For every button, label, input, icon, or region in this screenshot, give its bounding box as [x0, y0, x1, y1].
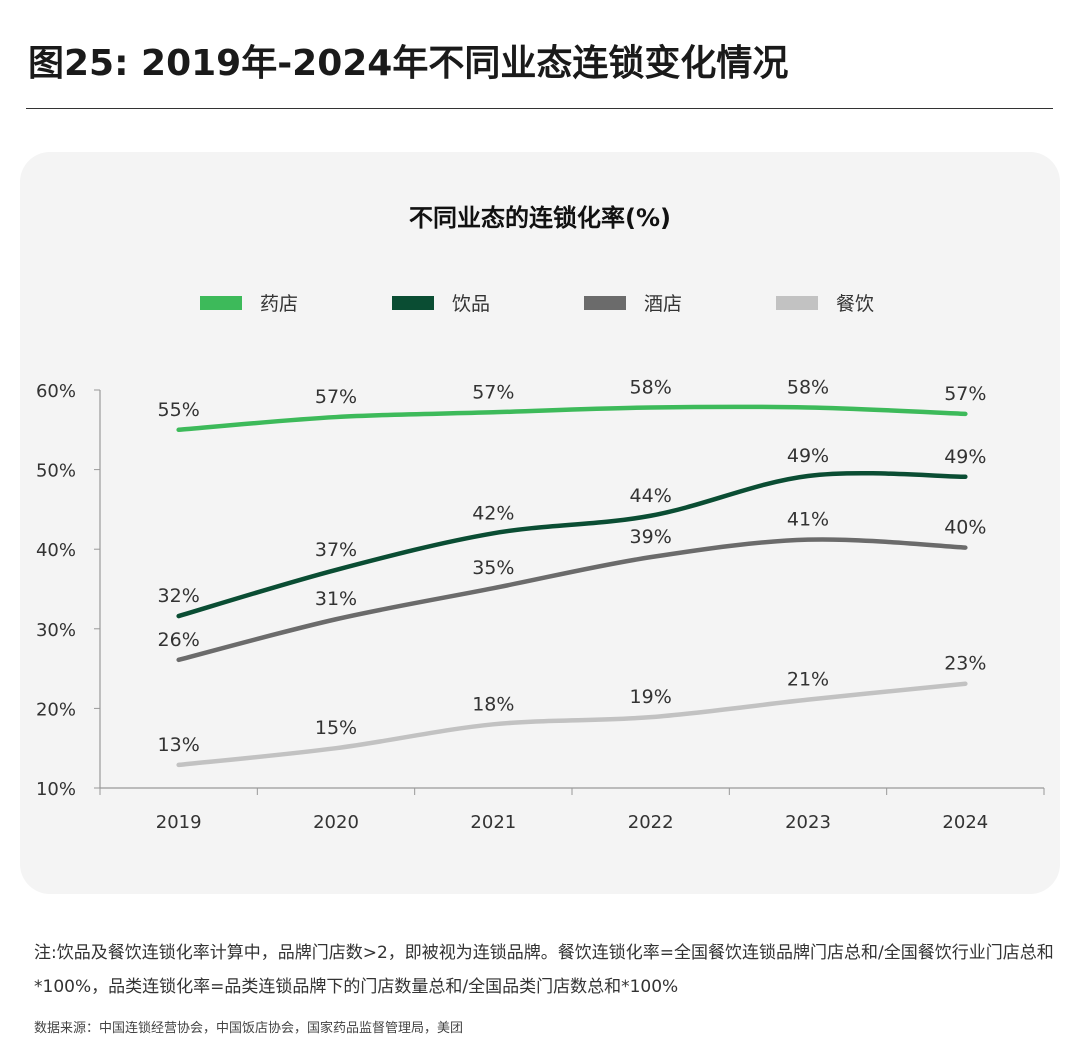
figure-title: 图25: 2019年-2024年不同业态连锁变化情况 [28, 43, 789, 84]
data-label: 57% [472, 381, 514, 403]
data-label: 19% [630, 686, 672, 708]
series-line-酒店 [176, 537, 968, 663]
footnote: 注:饮品及餐饮连锁化率计算中，品牌门店数>2，即被视为连锁品牌。餐饮连锁化率=全… [34, 943, 1054, 997]
legend-label: 药店 [260, 293, 298, 315]
x-tick-label: 2024 [942, 812, 988, 833]
data-label: 32% [158, 585, 200, 607]
divider [26, 108, 1053, 109]
y-tick-label: 20% [36, 699, 76, 720]
data-label: 40% [944, 517, 986, 539]
legend-swatch [776, 296, 818, 310]
x-tick-label: 2020 [313, 812, 359, 833]
legend-swatch [392, 296, 434, 310]
chart-card [20, 152, 1060, 894]
data-label: 35% [472, 557, 514, 579]
data-label: 31% [315, 588, 357, 610]
data-label: 49% [944, 446, 986, 468]
data-label: 57% [944, 383, 986, 405]
data-label: 13% [158, 734, 200, 756]
data-label: 58% [630, 377, 672, 399]
legend-swatch [200, 296, 242, 310]
data-label: 58% [787, 377, 829, 399]
y-tick-label: 40% [36, 540, 76, 561]
data-label: 18% [472, 693, 514, 715]
legend-label: 餐饮 [836, 293, 874, 315]
data-label: 15% [315, 717, 357, 739]
data-label: 49% [787, 445, 829, 467]
y-tick-label: 50% [36, 461, 76, 482]
y-tick-label: 60% [36, 381, 76, 402]
x-tick-label: 2021 [470, 812, 516, 833]
legend-swatch [584, 296, 626, 310]
source-note: 数据来源：中国连锁经营协会，中国饭店协会，国家药品监督管理局，美团 [34, 1021, 464, 1036]
x-tick-label: 2023 [785, 812, 831, 833]
data-label: 42% [472, 502, 514, 524]
data-label: 26% [158, 629, 200, 651]
y-tick-label: 30% [36, 620, 76, 641]
chart-title: 不同业态的连锁化率(%) [409, 204, 671, 232]
data-label: 39% [630, 526, 672, 548]
series-line-餐饮 [176, 681, 968, 768]
data-label: 44% [630, 485, 672, 507]
y-tick-label: 10% [36, 779, 76, 800]
legend-label: 饮品 [452, 293, 490, 315]
x-tick-label: 2019 [156, 812, 202, 833]
series-line-饮品 [176, 470, 968, 619]
data-label: 23% [944, 653, 986, 675]
data-label: 55% [158, 399, 200, 421]
legend-label: 酒店 [644, 293, 682, 315]
data-label: 21% [787, 669, 829, 691]
data-label: 41% [787, 509, 829, 531]
data-label: 57% [315, 386, 357, 408]
data-label: 37% [315, 539, 357, 561]
x-tick-label: 2022 [628, 812, 674, 833]
series-line-药店 [176, 404, 968, 433]
